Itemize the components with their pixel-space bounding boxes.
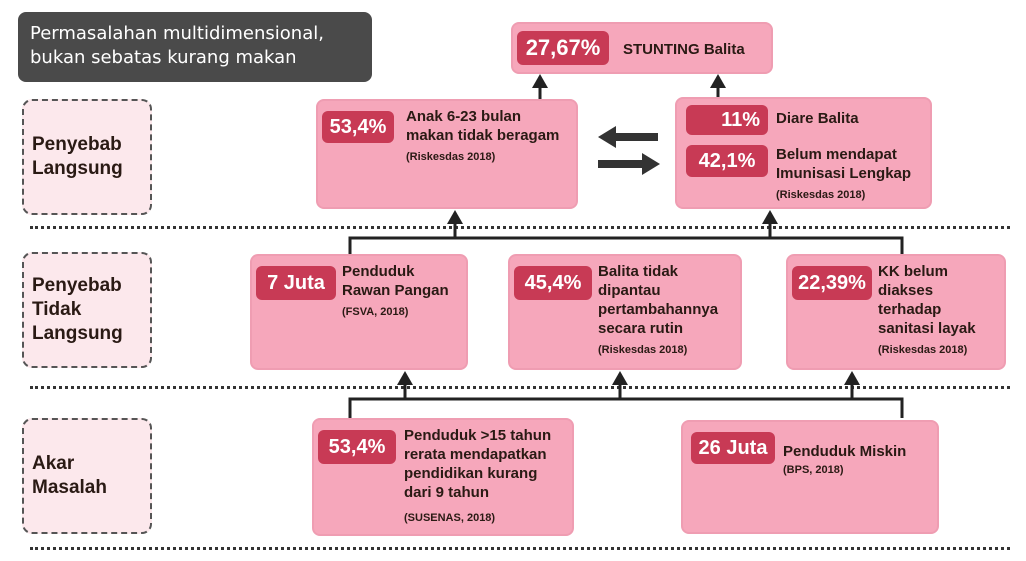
growth-monitoring-source: (Riskesdas 2018)	[598, 344, 688, 356]
poverty-value: 26 Juta	[691, 432, 775, 464]
food-insecurity-value: 7 Juta	[256, 266, 336, 300]
level-indirect-line2: Tidak	[32, 299, 82, 320]
arrowhead-health	[762, 210, 778, 224]
level-root-line2: Masalah	[32, 477, 107, 498]
feeding-value: 53,4%	[322, 111, 394, 143]
arrowhead-stunting-right	[710, 74, 726, 88]
arrow-right-head	[642, 153, 660, 175]
education-box: 53,4% Penduduk >15 tahun rerata mendapat…	[312, 418, 574, 536]
education-line4: dari 9 tahun	[404, 484, 490, 501]
level-indirect-line1: Penyebab	[32, 275, 122, 296]
arrowhead-feeding	[447, 210, 463, 224]
level-direct-line1: Penyebab	[32, 134, 122, 155]
food-insecurity-line2: Rawan Pangan	[342, 282, 449, 299]
level-label-indirect: Penyebab Tidak Langsung	[22, 252, 152, 368]
immunization-desc: Belum mendapat Imunisasi Lengkap	[776, 145, 911, 183]
health-box: 11% Diare Balita 42,1% Belum mendapat Im…	[675, 97, 932, 209]
sanitation-box: 22,39% KK belum diakses terhadap sanitas…	[786, 254, 1006, 370]
food-insecurity-box: 7 Juta Penduduk Rawan Pangan (FSVA, 2018…	[250, 254, 468, 370]
immunization-line1: Belum mendapat	[776, 146, 897, 163]
arrowhead-sanitation	[844, 371, 860, 385]
sanitation-desc: KK belum diakses terhadap sanitasi layak	[878, 262, 976, 338]
diagram-title: Permasalahan multidimensional, bukan seb…	[18, 12, 372, 82]
immunization-line2: Imunisasi Lengkap	[776, 165, 912, 182]
level-label-root: Akar Masalah	[22, 418, 152, 534]
feeding-box: 53,4% Anak 6-23 bulan makan tidak beraga…	[316, 99, 578, 209]
growth-monitoring-box: 45,4% Balita tidak dipantau pertambahann…	[508, 254, 742, 370]
feeding-desc: Anak 6-23 bulan makan tidak beragam	[406, 107, 559, 145]
feeding-desc-line2: makan tidak beragam	[406, 127, 560, 144]
immunization-value: 42,1%	[686, 145, 768, 177]
education-value: 53,4%	[318, 430, 396, 464]
diarrhea-value: 11%	[686, 105, 768, 135]
education-source: (SUSENAS, 2018)	[404, 512, 496, 524]
education-desc: Penduduk >15 tahun rerata mendapatkan pe…	[404, 426, 551, 502]
connector-indirect-bracket	[348, 236, 904, 254]
arrow-right-shaft	[598, 160, 642, 168]
education-line2: rerata mendapatkan	[404, 446, 547, 463]
sanitation-value: 22,39%	[792, 266, 872, 300]
arrowhead-stunting-left	[532, 74, 548, 88]
separator-direct-indirect	[30, 226, 1010, 229]
growth-monitoring-line1: Balita tidak	[598, 263, 679, 280]
sanitation-source: (Riskesdas 2018)	[878, 344, 968, 356]
sanitation-line1: KK belum	[878, 263, 949, 280]
level-root-line1: Akar	[32, 453, 75, 474]
sanitation-line3: terhadap	[878, 301, 942, 318]
stunting-box: 27,67% STUNTING Balita	[511, 22, 773, 74]
arrow-left-shaft	[614, 133, 658, 141]
arrowhead-food	[397, 371, 413, 385]
education-line1: Penduduk >15 tahun	[404, 427, 552, 444]
growth-monitoring-desc: Balita tidak dipantau pertambahannya sec…	[598, 262, 718, 338]
stunting-label: STUNTING Balita	[623, 41, 745, 58]
sanitation-line2: diakses	[878, 282, 934, 299]
separator-indirect-root	[30, 386, 1010, 389]
education-line3: pendidikan kurang	[404, 465, 538, 482]
title-line-1: Permasalahan multidimensional,	[30, 23, 324, 44]
feeding-source: (Riskesdas 2018)	[406, 151, 496, 163]
growth-monitoring-line2: dipantau	[598, 282, 661, 299]
food-insecurity-source: (FSVA, 2018)	[342, 306, 409, 318]
separator-bottom	[30, 547, 1010, 550]
growth-monitoring-line3: pertambahannya	[598, 301, 719, 318]
diarrhea-label: Diare Balita	[776, 110, 859, 127]
growth-monitoring-value: 45,4%	[514, 266, 592, 300]
stunting-value: 27,67%	[517, 31, 609, 65]
connector-root-bracket	[348, 397, 904, 418]
food-insecurity-line1: Penduduk	[342, 263, 415, 280]
arrow-left-head	[598, 126, 616, 148]
level-direct-line2: Langsung	[32, 158, 123, 179]
feeding-desc-line1: Anak 6-23 bulan	[406, 108, 522, 125]
health-source: (Riskesdas 2018)	[776, 189, 866, 201]
level-indirect-line3: Langsung	[32, 323, 123, 344]
level-label-direct: Penyebab Langsung	[22, 99, 152, 215]
growth-monitoring-line4: secara rutin	[598, 320, 684, 337]
title-line-2: bukan sebatas kurang makan	[30, 47, 297, 68]
arrowhead-growth	[612, 371, 628, 385]
poverty-source: (BPS, 2018)	[783, 464, 844, 476]
poverty-box: 26 Juta Penduduk Miskin (BPS, 2018)	[681, 420, 939, 534]
food-insecurity-desc: Penduduk Rawan Pangan	[342, 262, 449, 300]
poverty-label: Penduduk Miskin	[783, 443, 907, 460]
sanitation-line4: sanitasi layak	[878, 320, 976, 337]
